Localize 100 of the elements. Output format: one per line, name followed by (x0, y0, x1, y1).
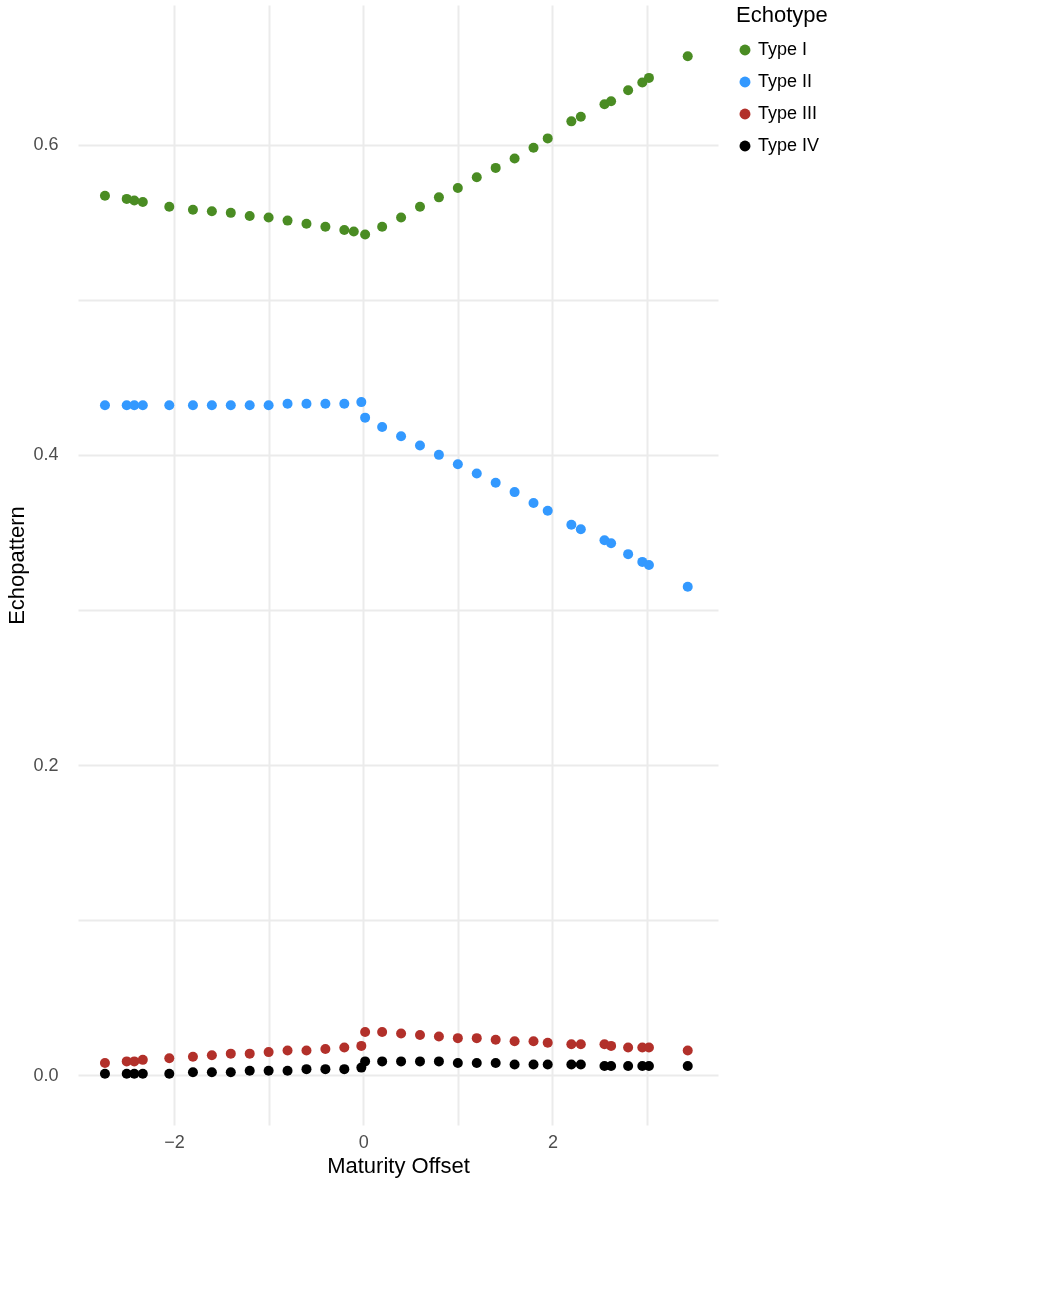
point (187, 204, 198, 215)
point (99, 1057, 110, 1068)
point (433, 449, 444, 460)
point (542, 1037, 553, 1048)
point (206, 400, 217, 411)
point (225, 1048, 236, 1059)
y-tick-label: 0.0 (33, 1064, 59, 1085)
point (137, 1068, 148, 1079)
point (244, 210, 255, 221)
point (164, 1053, 175, 1064)
point (471, 1033, 482, 1044)
point (187, 1067, 198, 1078)
point (137, 400, 148, 411)
point (301, 1045, 312, 1056)
point (490, 477, 501, 488)
point (643, 560, 654, 570)
point (301, 218, 312, 229)
point (396, 1056, 407, 1067)
point (490, 162, 501, 173)
point (320, 1064, 331, 1075)
point (339, 1064, 350, 1075)
point (225, 207, 236, 218)
x-tick-label: 2 (547, 1131, 558, 1152)
point (566, 519, 577, 530)
point (396, 212, 407, 223)
legend-label: Type II (758, 71, 813, 91)
point (566, 1059, 577, 1070)
point (244, 1065, 255, 1076)
point (528, 142, 539, 153)
point (348, 226, 359, 237)
point (575, 111, 586, 122)
point (187, 400, 198, 411)
point (542, 1059, 553, 1070)
x-tick-label: −2 (164, 1131, 185, 1152)
point (339, 224, 350, 235)
x-tick-label: 0 (358, 1131, 369, 1152)
y-tick-label: 0.2 (33, 754, 59, 775)
point (623, 85, 634, 96)
point (137, 1054, 148, 1065)
point (471, 172, 482, 183)
point (99, 1068, 110, 1079)
point (263, 400, 274, 411)
point (471, 1057, 482, 1068)
point (452, 459, 463, 470)
point (396, 1028, 407, 1039)
point (187, 1051, 198, 1062)
point (137, 197, 148, 207)
point (301, 398, 312, 409)
point (206, 206, 217, 217)
point (542, 505, 553, 516)
point (528, 1059, 539, 1070)
point (282, 1045, 293, 1056)
point (528, 497, 539, 508)
point (129, 1068, 140, 1079)
point (263, 1047, 274, 1058)
point (606, 96, 617, 107)
point (99, 400, 110, 411)
point (377, 221, 388, 232)
point (542, 133, 553, 144)
point (682, 51, 693, 62)
point (356, 397, 367, 408)
point (164, 400, 175, 411)
point (225, 1067, 236, 1078)
point (360, 1026, 371, 1037)
point (452, 183, 463, 194)
point (682, 581, 693, 592)
x-axis-title: Maturity Offset (327, 1152, 470, 1178)
point (206, 1067, 217, 1078)
point (509, 1059, 520, 1070)
point (433, 1031, 444, 1042)
legend-label: Type IV (758, 135, 820, 155)
point (606, 1061, 617, 1072)
point (396, 431, 407, 442)
point (263, 1065, 274, 1076)
point (433, 192, 444, 203)
y-axis-title: Echopattern (4, 506, 30, 625)
point (452, 1033, 463, 1044)
point (682, 1061, 693, 1072)
point (339, 1042, 350, 1053)
point (282, 215, 293, 226)
point (452, 1057, 463, 1068)
point (377, 1056, 388, 1067)
point (575, 1039, 586, 1050)
point (225, 400, 236, 411)
point (471, 468, 482, 479)
point (164, 201, 175, 212)
point (99, 190, 110, 201)
point (509, 153, 520, 164)
point (623, 549, 634, 560)
legend-label: Type III (758, 103, 818, 123)
point (360, 412, 371, 423)
point (415, 201, 425, 212)
point (643, 72, 654, 83)
point (528, 1036, 539, 1047)
point (377, 1026, 388, 1037)
point (263, 212, 274, 223)
point (566, 1039, 577, 1050)
point (575, 1059, 586, 1070)
point (433, 1056, 444, 1067)
point (509, 1036, 520, 1047)
